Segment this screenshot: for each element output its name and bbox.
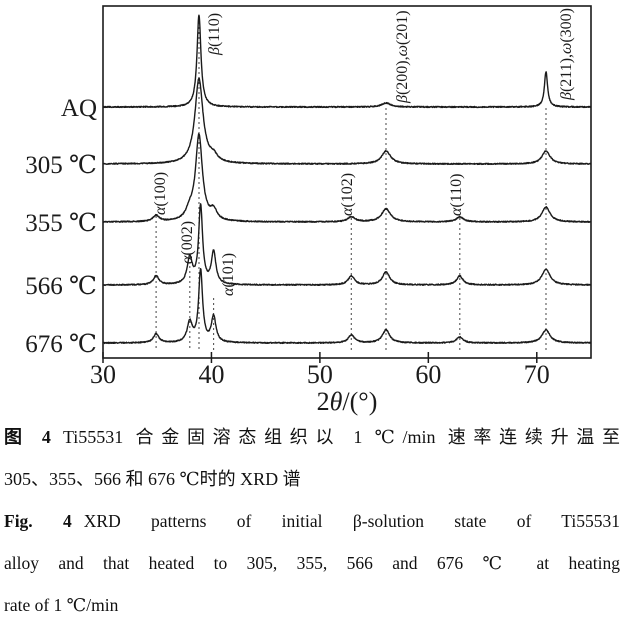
caption-en-line2: alloy and that heated to 305, 355, 566 a… (4, 553, 620, 573)
x-axis-title: 2θ/(°) (317, 387, 378, 416)
peak-label: β(110) (206, 13, 223, 56)
x-tick-label: 40 (198, 360, 224, 389)
chart-area: 30 40 50 60 70 2θ/(°) AQ 305 ℃ 355 ℃ 566 ℃ 676 ℃ β(… (25, 5, 592, 416)
xrd-trace-3 (102, 133, 592, 224)
peak-label: β(211),ω(300) (558, 8, 575, 101)
peak-label: β(200),ω(201) (394, 10, 411, 104)
peak-label: α(102) (339, 173, 356, 216)
trace-label: 566 ℃ (25, 273, 97, 300)
xrd-trace-5 (102, 267, 592, 345)
caption-en-text1: XRD patterns of initial β-solution state… (83, 511, 620, 531)
caption-zh-label: 图 4 (4, 427, 51, 447)
trace-label: 305 ℃ (25, 152, 97, 179)
trace-label: 676 ℃ (25, 331, 97, 358)
xrd-trace-1 (102, 14, 592, 109)
peak-label: α(100) (152, 172, 169, 215)
plot-border (102, 5, 592, 359)
caption-zh-line1: 图 4 Ti55531 合金固溶态组织以 1 ℃/min 速率连续升温至 (4, 416, 620, 458)
x-tick-label: 30 (90, 360, 116, 389)
trace-label: 355 ℃ (25, 210, 97, 237)
caption-en: Fig. 4 XRD patterns of initial β-solution… (0, 500, 624, 625)
trace-label: AQ (61, 95, 97, 122)
peak-label: α(002) (179, 221, 196, 264)
caption-zh: 图 4 Ti55531 合金固溶态组织以 1 ℃/min 速率连续升温至 305、… (0, 416, 624, 500)
caption-zh-line2: 305、355、566 和 676 ℃时的 XRD 谱 (4, 469, 301, 489)
xrd-trace-2 (102, 77, 592, 166)
caption-en-label: Fig. 4 (4, 511, 72, 531)
x-tick-label: 60 (415, 360, 441, 389)
caption-en-line1: Fig. 4 XRD patterns of initial β-solution… (4, 500, 620, 542)
caption-en-line3: rate of 1 ℃/min (4, 595, 119, 615)
xrd-chart: 30 40 50 60 70 2θ/(°) AQ 305 ℃ 355 ℃ 566 ℃ 676 ℃ β(… (25, 5, 592, 416)
x-tick-label: 70 (524, 360, 550, 389)
peak-label: α(110) (448, 174, 465, 216)
caption-zh-text1: Ti55531 合金固溶态组织以 1 ℃/min 速率连续升温至 (62, 427, 620, 447)
x-tick-label: 50 (307, 360, 333, 389)
xrd-trace-4 (102, 203, 592, 287)
peak-label: α(101) (220, 253, 237, 296)
